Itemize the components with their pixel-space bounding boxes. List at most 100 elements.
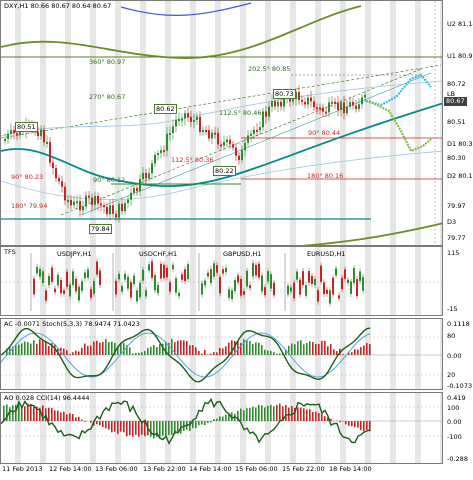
- ac-histogram-bar: [327, 346, 329, 355]
- tfs-bar: [69, 284, 71, 297]
- ac-histogram-bar: [297, 340, 299, 355]
- ao-cci-panel[interactable]: AO 0.028 CCI(14) 96.4444: [0, 392, 443, 464]
- candle-body: [94, 196, 96, 205]
- candle-body: [196, 116, 198, 120]
- tfs-bar: [54, 288, 56, 293]
- ao-histogram-bar: [231, 412, 233, 421]
- session-stripe: [190, 247, 196, 315]
- ao-histogram-bar: [309, 409, 311, 421]
- session-stripe: [40, 1, 46, 245]
- ac-histogram-bar: [87, 345, 89, 355]
- tfs-bar: [84, 272, 86, 279]
- ao-histogram-bar: [135, 421, 137, 435]
- session-stripe: [390, 1, 396, 245]
- ao-histogram-bar: [243, 410, 245, 421]
- candle-body: [253, 129, 255, 134]
- ao-histogram-bar: [6, 404, 8, 421]
- candle-body: [127, 199, 129, 204]
- ao-histogram-bar: [69, 413, 71, 421]
- ac-histogram-bar: [267, 350, 269, 355]
- ao-histogram-bar: [63, 411, 65, 421]
- ac-stoch-canvas[interactable]: [1, 319, 443, 390]
- candle-body: [256, 129, 258, 132]
- tfs-bar: [72, 271, 74, 286]
- ao-histogram-bar: [72, 414, 74, 421]
- tfs-bar: [154, 275, 156, 291]
- ao-histogram-bar: [213, 418, 215, 421]
- session-stripe: [40, 393, 46, 463]
- ao-histogram-bar: [141, 421, 143, 435]
- candle-body: [199, 116, 201, 133]
- tfs-bar: [219, 276, 221, 294]
- ao-cci-canvas[interactable]: [1, 393, 443, 464]
- tfs-bar: [258, 263, 260, 278]
- ac-histogram-bar: [351, 352, 353, 355]
- ac-histogram-bar: [15, 345, 17, 355]
- session-stripe: [165, 1, 171, 245]
- ao-histogram-bar: [174, 421, 176, 435]
- tfs-bar: [338, 295, 340, 299]
- ao-histogram-bar: [339, 421, 341, 423]
- ac-histogram-bar: [213, 352, 215, 355]
- current-price-badge: 80.67: [444, 97, 467, 106]
- tfs-bar: [332, 277, 334, 295]
- ao-histogram-bar: [60, 412, 62, 421]
- tfs-bar: [249, 285, 251, 289]
- stoch-axis-80: 80: [447, 332, 456, 340]
- ac-histogram-bar: [288, 345, 290, 355]
- candle-body: [178, 119, 180, 122]
- tfs-bar: [184, 269, 186, 282]
- tfs-bar: [237, 275, 239, 283]
- candle-body: [190, 117, 192, 123]
- ac-histogram-bar: [246, 340, 248, 355]
- session-stripe: [415, 247, 421, 315]
- ao-histogram-bar: [36, 406, 38, 421]
- ac-axis-bottom: -0.1073: [447, 382, 473, 390]
- ao-histogram-bar: [21, 406, 23, 421]
- tfs-panel[interactable]: TFS USDJPY,H1 USDCHF,H1 GBPUSD,H1 EURUSD…: [0, 246, 443, 316]
- ao-histogram-bar: [81, 419, 83, 421]
- ac-histogram-bar: [348, 352, 350, 355]
- axis-label-d1: D1 80.37: [447, 140, 473, 148]
- session-stripe: [365, 319, 371, 389]
- session-stripe: [65, 319, 71, 389]
- price-chart-canvas[interactable]: [1, 1, 443, 246]
- ao-histogram-bar: [360, 421, 362, 431]
- ao-histogram-bar: [162, 421, 164, 436]
- session-stripe: [265, 393, 271, 463]
- time-label-6: 15 Feb 06:00: [235, 465, 278, 473]
- session-stripe: [90, 1, 96, 245]
- candle-body: [355, 105, 357, 109]
- ac-histogram-bar: [27, 342, 29, 355]
- price-chart-panel[interactable]: DXY,H1 80.66 80.67 80.64 80.67 360° 80.9…: [0, 0, 443, 246]
- candle-body: [217, 132, 219, 145]
- ac-histogram-bar: [273, 352, 275, 355]
- tfs-bar: [311, 275, 313, 284]
- tfs-bar: [347, 279, 349, 283]
- candle-body: [55, 168, 57, 179]
- tfs-bar: [39, 269, 41, 277]
- ac-stoch-panel[interactable]: AC -0.0071 Stoch(5,3,3) 78.9474 71.0423: [0, 318, 443, 390]
- ac-histogram-bar: [285, 349, 287, 355]
- ao-histogram-bar: [327, 417, 329, 421]
- tfs-bar: [326, 289, 328, 294]
- session-stripe: [315, 1, 321, 245]
- ac-histogram-bar: [231, 340, 233, 355]
- candle-body: [226, 139, 228, 143]
- candle-body: [274, 101, 276, 107]
- ao-histogram-bar: [369, 421, 371, 432]
- ao-histogram-bar: [291, 405, 293, 421]
- candle-body: [163, 150, 165, 153]
- session-stripe: [415, 393, 421, 463]
- ac-histogram-bar: [102, 342, 104, 355]
- ao-histogram-bar: [138, 421, 140, 437]
- session-stripe: [440, 393, 442, 463]
- ac-histogram-bar: [330, 344, 332, 355]
- ao-histogram-bar: [24, 406, 26, 421]
- axis-value-79-97: 79.97: [447, 202, 466, 210]
- tfs-bar: [341, 277, 343, 290]
- candle-body: [337, 102, 339, 110]
- session-stripe: [415, 1, 421, 245]
- ac-histogram-bar: [162, 343, 164, 355]
- tfs-canvas[interactable]: [1, 247, 443, 316]
